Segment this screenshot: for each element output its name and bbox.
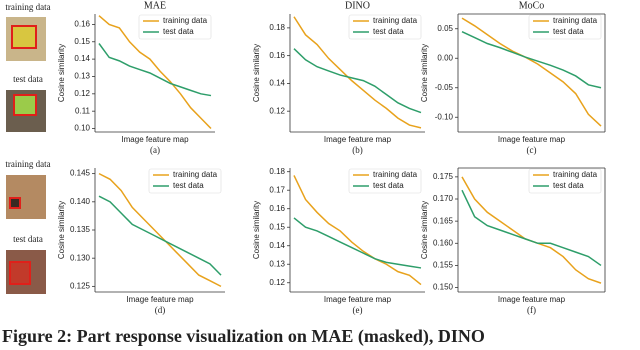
y-tick-label: 0.18: [269, 23, 285, 32]
y-tick-label: 0.12: [269, 106, 285, 115]
y-axis-label: Cosine similarity: [57, 44, 66, 102]
image-label: training data: [5, 159, 50, 169]
y-axis-label: Cosine similarity: [252, 44, 261, 102]
y-tick-label: 0.130: [70, 253, 91, 262]
y-tick-label: 0.170: [433, 194, 454, 203]
y-tick-label: -0.10: [435, 112, 454, 121]
y-tick-label: 0.16: [74, 20, 90, 29]
panel-label: (b): [352, 145, 363, 155]
data-line: [461, 31, 602, 89]
y-tick-label: 0.140: [70, 197, 91, 206]
legend-label: training data: [173, 170, 218, 179]
data-line: [461, 17, 602, 127]
legend-label: test data: [373, 27, 404, 36]
chart-title: DINO: [345, 0, 370, 11]
x-axis-label: Image feature map: [498, 135, 566, 144]
y-tick-label: 0.14: [269, 241, 285, 250]
panel-label: (a): [150, 145, 160, 155]
y-tick-label: 0.155: [433, 261, 454, 270]
data-line: [98, 195, 222, 276]
y-tick-label: 0.13: [269, 259, 285, 268]
data-line: [461, 189, 602, 267]
legend-label: test data: [553, 181, 584, 190]
y-tick-label: 0.15: [74, 37, 90, 46]
legend-label: test data: [163, 27, 194, 36]
y-tick-label: -0.05: [435, 83, 454, 92]
y-tick-label: 0.145: [70, 169, 91, 178]
y-tick-label: 0.00: [437, 53, 453, 62]
y-axis-label: Cosine similarity: [420, 44, 429, 102]
image: [9, 197, 21, 209]
chart-title: MoCo: [519, 0, 545, 11]
y-axis-label: Cosine similarity: [252, 201, 261, 259]
data-line: [293, 48, 422, 114]
y-tick-label: 0.12: [269, 278, 285, 287]
y-tick-label: 0.135: [70, 225, 91, 234]
data-line: [98, 172, 222, 288]
legend-label: training data: [373, 170, 418, 179]
y-axis-label: Cosine similarity: [420, 201, 429, 259]
y-tick-label: 0.14: [74, 54, 90, 63]
image-label: training data: [5, 2, 50, 12]
y-tick-label: 0.16: [269, 204, 285, 213]
y-tick-label: 0.05: [437, 24, 453, 33]
legend-label: test data: [553, 27, 584, 36]
legend-label: training data: [373, 16, 418, 25]
y-tick-label: 0.17: [269, 185, 285, 194]
x-axis-label: Image feature map: [324, 295, 392, 304]
data-line: [293, 16, 422, 129]
legend-label: training data: [163, 16, 208, 25]
y-tick-label: 0.165: [433, 216, 454, 225]
legend-label: test data: [373, 181, 404, 190]
image: [11, 25, 37, 49]
image: [13, 94, 37, 116]
y-tick-label: 0.10: [74, 124, 90, 133]
caption: Figure 2: Part response visualization on…: [2, 326, 485, 347]
x-axis-label: Image feature map: [121, 135, 189, 144]
data-line: [293, 175, 422, 286]
y-tick-label: 0.160: [433, 238, 454, 247]
y-axis-label: Cosine similarity: [57, 201, 66, 259]
x-axis-label: Image feature map: [498, 295, 566, 304]
image-label: test data: [13, 234, 43, 244]
y-tick-label: 0.18: [269, 167, 285, 176]
y-tick-label: 0.14: [269, 79, 285, 88]
image-label: test data: [13, 74, 43, 84]
legend-label: training data: [553, 16, 598, 25]
y-tick-label: 0.150: [433, 283, 454, 292]
panel-label: (e): [353, 305, 363, 315]
y-tick-label: 0.11: [75, 106, 91, 115]
data-line: [98, 15, 212, 130]
legend-label: training data: [553, 170, 598, 179]
y-tick-label: 0.13: [74, 72, 90, 81]
data-line: [293, 217, 422, 269]
panel-label: (d): [155, 305, 166, 315]
y-tick-label: 0.12: [74, 89, 90, 98]
y-tick-label: 0.15: [269, 222, 285, 231]
data-line: [98, 43, 212, 97]
legend-label: test data: [173, 181, 204, 190]
image: [9, 261, 31, 285]
panel-label: (c): [527, 145, 537, 155]
y-tick-label: 0.125: [70, 281, 91, 290]
y-tick-label: 0.175: [433, 172, 454, 181]
chart-title: MAE: [144, 0, 166, 11]
y-tick-label: 0.16: [269, 51, 285, 60]
panel-label: (f): [527, 305, 536, 315]
x-axis-label: Image feature map: [126, 295, 194, 304]
x-axis-label: Image feature map: [324, 135, 392, 144]
